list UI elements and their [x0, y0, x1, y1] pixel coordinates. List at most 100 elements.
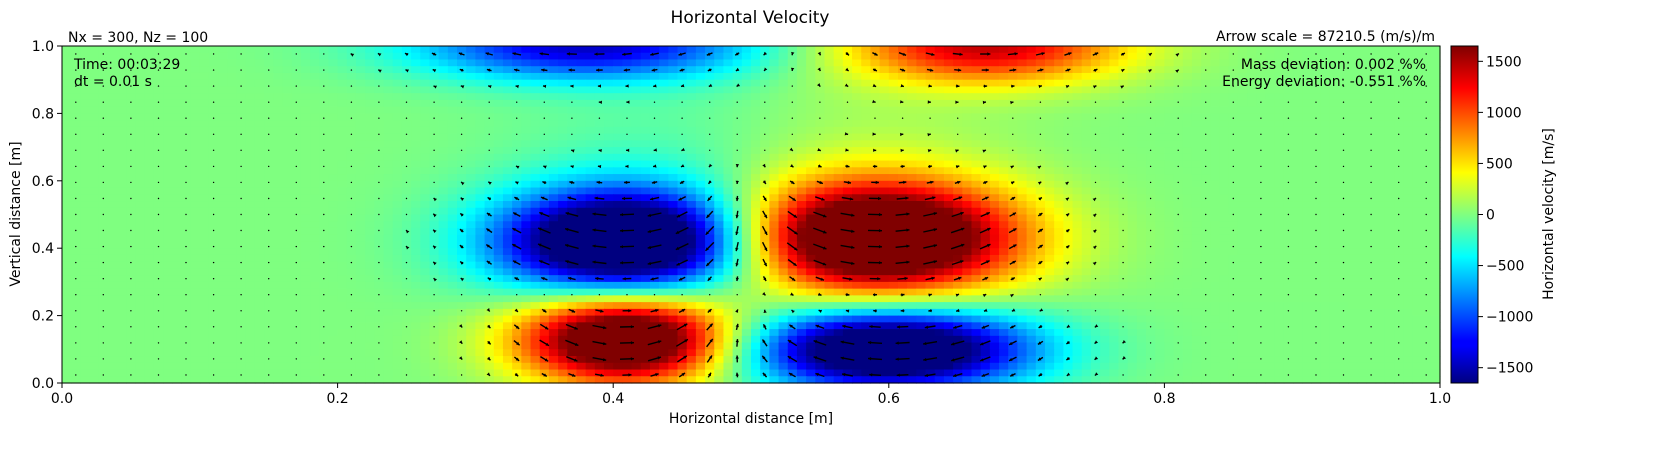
field-cell [163, 120, 173, 128]
field-cell [1100, 254, 1110, 263]
field-cell [365, 120, 375, 128]
field-cell [401, 167, 412, 175]
field-cell [530, 201, 541, 209]
field-cell [1008, 140, 1019, 148]
field-cell [493, 52, 504, 61]
field-cell [163, 133, 173, 141]
field-cell [502, 254, 513, 263]
field-cell [539, 160, 550, 168]
field-cell [971, 241, 982, 249]
field-cell [1155, 72, 1165, 81]
field-cell [328, 106, 339, 114]
field-cell [897, 99, 908, 108]
field-cell [190, 268, 201, 276]
field-cell [907, 214, 917, 222]
field-cell [1146, 99, 1156, 108]
field-cell [135, 221, 146, 229]
field-cell [245, 234, 256, 243]
field-cell [1329, 113, 1340, 121]
field-cell [659, 93, 669, 101]
field-cell [401, 268, 412, 276]
field-cell [1063, 86, 1074, 94]
field-cell [1044, 147, 1055, 155]
field-cell [218, 140, 228, 148]
field-cell [1044, 167, 1055, 175]
field-cell [732, 180, 743, 189]
field-cell [796, 241, 807, 249]
field-cell [907, 261, 917, 270]
field-cell [999, 180, 1009, 189]
field-cell [457, 113, 467, 121]
field-cell [741, 194, 752, 202]
field-cell [484, 167, 495, 175]
field-cell [411, 93, 421, 101]
field-cell [695, 221, 706, 229]
field-cell [585, 99, 596, 108]
field-cell [420, 46, 431, 54]
field-cell [649, 120, 660, 128]
field-cell [1127, 201, 1138, 209]
field-cell [1090, 120, 1101, 128]
field-cell [852, 261, 862, 270]
field-cell [401, 221, 412, 229]
field-cell [365, 160, 375, 168]
field-cell [1118, 59, 1129, 67]
field-cell [714, 79, 725, 88]
field-cell [999, 241, 1009, 249]
field-cell [833, 133, 844, 141]
field-cell [310, 59, 320, 67]
field-cell [190, 201, 201, 209]
field-cell [1375, 140, 1386, 148]
field-cell [888, 66, 899, 74]
field-cell [337, 93, 348, 101]
field-cell [714, 180, 725, 189]
field-cell [1219, 207, 1230, 216]
field-cell [530, 99, 541, 108]
field-cell [282, 52, 293, 61]
field-cell [355, 66, 366, 74]
field-cell [741, 207, 752, 216]
grid-size-note: Nx = 300, Nz = 100 [68, 30, 208, 46]
field-cell [153, 93, 164, 101]
field-cell [806, 126, 816, 135]
field-cell [1090, 126, 1101, 135]
field-cell [1329, 180, 1340, 189]
field-cell [1109, 93, 1120, 101]
field-cell [539, 133, 550, 141]
field-cell [815, 120, 826, 128]
field-cell [659, 99, 669, 108]
field-cell [925, 93, 936, 101]
field-cell [999, 79, 1009, 88]
field-cell [576, 227, 587, 236]
field-cell [1044, 160, 1055, 168]
field-cell [751, 133, 761, 141]
field-cell [659, 106, 669, 114]
field-cell [98, 133, 109, 141]
field-cell [640, 93, 651, 101]
field-cell [71, 167, 81, 175]
field-cell [1256, 59, 1267, 67]
field-cell [916, 86, 927, 94]
field-cell [530, 180, 541, 189]
field-cell [548, 86, 559, 94]
field-cell [199, 248, 210, 256]
field-cell [751, 207, 761, 216]
field-cell [778, 227, 789, 236]
field-cell [659, 201, 669, 209]
field-cell [1201, 221, 1211, 229]
field-cell [852, 234, 862, 243]
field-cell [1035, 72, 1046, 81]
field-cell [98, 160, 109, 168]
field-cell [1348, 261, 1358, 270]
field-cell [420, 66, 431, 74]
field-cell [888, 113, 899, 121]
field-cell [530, 140, 541, 148]
field-cell [640, 59, 651, 67]
field-cell [548, 221, 559, 229]
field-cell [236, 106, 247, 114]
field-cell [1100, 194, 1110, 202]
field-cell [1357, 147, 1368, 155]
field-cell [558, 106, 568, 114]
field-cell [521, 93, 532, 101]
field-cell [153, 52, 164, 61]
